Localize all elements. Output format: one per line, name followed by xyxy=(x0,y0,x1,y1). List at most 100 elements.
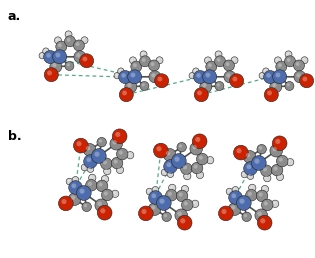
Circle shape xyxy=(195,137,200,142)
Circle shape xyxy=(260,218,265,223)
Circle shape xyxy=(90,176,93,178)
Circle shape xyxy=(191,162,203,174)
Circle shape xyxy=(217,83,220,86)
Circle shape xyxy=(67,180,70,182)
Circle shape xyxy=(79,189,85,194)
Circle shape xyxy=(215,51,222,58)
Circle shape xyxy=(86,146,90,150)
Circle shape xyxy=(97,201,102,206)
Circle shape xyxy=(118,68,124,74)
Circle shape xyxy=(112,190,119,197)
Text: b.: b. xyxy=(8,130,22,143)
Circle shape xyxy=(270,81,282,93)
Circle shape xyxy=(67,63,70,67)
Circle shape xyxy=(56,41,67,52)
Circle shape xyxy=(46,53,51,58)
Circle shape xyxy=(198,173,200,175)
Circle shape xyxy=(246,153,250,157)
Circle shape xyxy=(44,68,58,82)
Circle shape xyxy=(140,51,147,58)
Circle shape xyxy=(84,204,87,207)
Circle shape xyxy=(177,215,192,230)
Circle shape xyxy=(170,186,173,188)
Circle shape xyxy=(141,209,146,214)
Circle shape xyxy=(39,52,45,59)
Circle shape xyxy=(112,129,127,144)
Circle shape xyxy=(65,31,72,38)
Circle shape xyxy=(221,209,226,214)
Circle shape xyxy=(294,60,305,71)
Circle shape xyxy=(66,178,73,185)
Circle shape xyxy=(287,83,290,86)
Circle shape xyxy=(177,142,186,152)
Circle shape xyxy=(266,73,271,78)
Circle shape xyxy=(273,201,276,204)
Circle shape xyxy=(300,74,314,88)
Circle shape xyxy=(192,134,207,149)
Circle shape xyxy=(244,162,257,175)
Circle shape xyxy=(251,156,266,170)
Circle shape xyxy=(50,61,62,73)
Circle shape xyxy=(267,91,272,95)
Circle shape xyxy=(74,51,86,63)
Circle shape xyxy=(69,181,82,194)
Circle shape xyxy=(196,171,203,179)
Circle shape xyxy=(163,148,176,161)
Circle shape xyxy=(230,74,244,88)
Circle shape xyxy=(175,157,180,162)
Circle shape xyxy=(181,186,189,193)
Circle shape xyxy=(142,83,145,86)
Circle shape xyxy=(162,212,171,222)
Circle shape xyxy=(153,143,168,158)
Circle shape xyxy=(190,74,192,76)
Circle shape xyxy=(116,166,124,174)
Circle shape xyxy=(163,171,165,173)
Circle shape xyxy=(114,160,117,164)
Circle shape xyxy=(151,205,155,210)
Circle shape xyxy=(248,192,252,196)
Circle shape xyxy=(66,32,69,35)
Circle shape xyxy=(67,38,71,42)
Circle shape xyxy=(77,186,91,200)
Circle shape xyxy=(40,54,43,56)
Circle shape xyxy=(84,155,97,168)
Circle shape xyxy=(180,163,192,174)
Circle shape xyxy=(203,70,217,84)
Circle shape xyxy=(183,165,187,169)
Circle shape xyxy=(115,74,117,76)
Circle shape xyxy=(200,81,212,93)
Circle shape xyxy=(169,172,171,174)
Circle shape xyxy=(217,58,220,62)
Circle shape xyxy=(272,136,287,151)
Circle shape xyxy=(115,132,120,137)
Circle shape xyxy=(140,56,151,67)
Circle shape xyxy=(121,73,126,78)
Circle shape xyxy=(194,70,207,84)
Circle shape xyxy=(204,57,211,64)
Circle shape xyxy=(287,58,290,62)
Circle shape xyxy=(259,146,262,150)
Circle shape xyxy=(249,174,251,176)
Circle shape xyxy=(232,58,235,61)
Circle shape xyxy=(231,57,238,64)
Circle shape xyxy=(128,153,130,156)
Circle shape xyxy=(179,192,183,197)
Circle shape xyxy=(272,147,277,151)
Circle shape xyxy=(189,72,195,79)
Circle shape xyxy=(286,52,289,55)
Circle shape xyxy=(243,150,256,163)
Circle shape xyxy=(80,54,94,68)
Circle shape xyxy=(61,199,66,204)
Circle shape xyxy=(149,191,162,204)
Circle shape xyxy=(140,82,149,91)
Circle shape xyxy=(99,139,102,143)
Circle shape xyxy=(226,62,230,66)
Circle shape xyxy=(171,154,186,168)
Circle shape xyxy=(192,145,197,149)
Circle shape xyxy=(97,205,112,220)
Circle shape xyxy=(83,165,85,168)
Circle shape xyxy=(179,144,182,148)
Circle shape xyxy=(152,194,156,198)
Circle shape xyxy=(164,160,177,173)
Circle shape xyxy=(71,196,75,200)
